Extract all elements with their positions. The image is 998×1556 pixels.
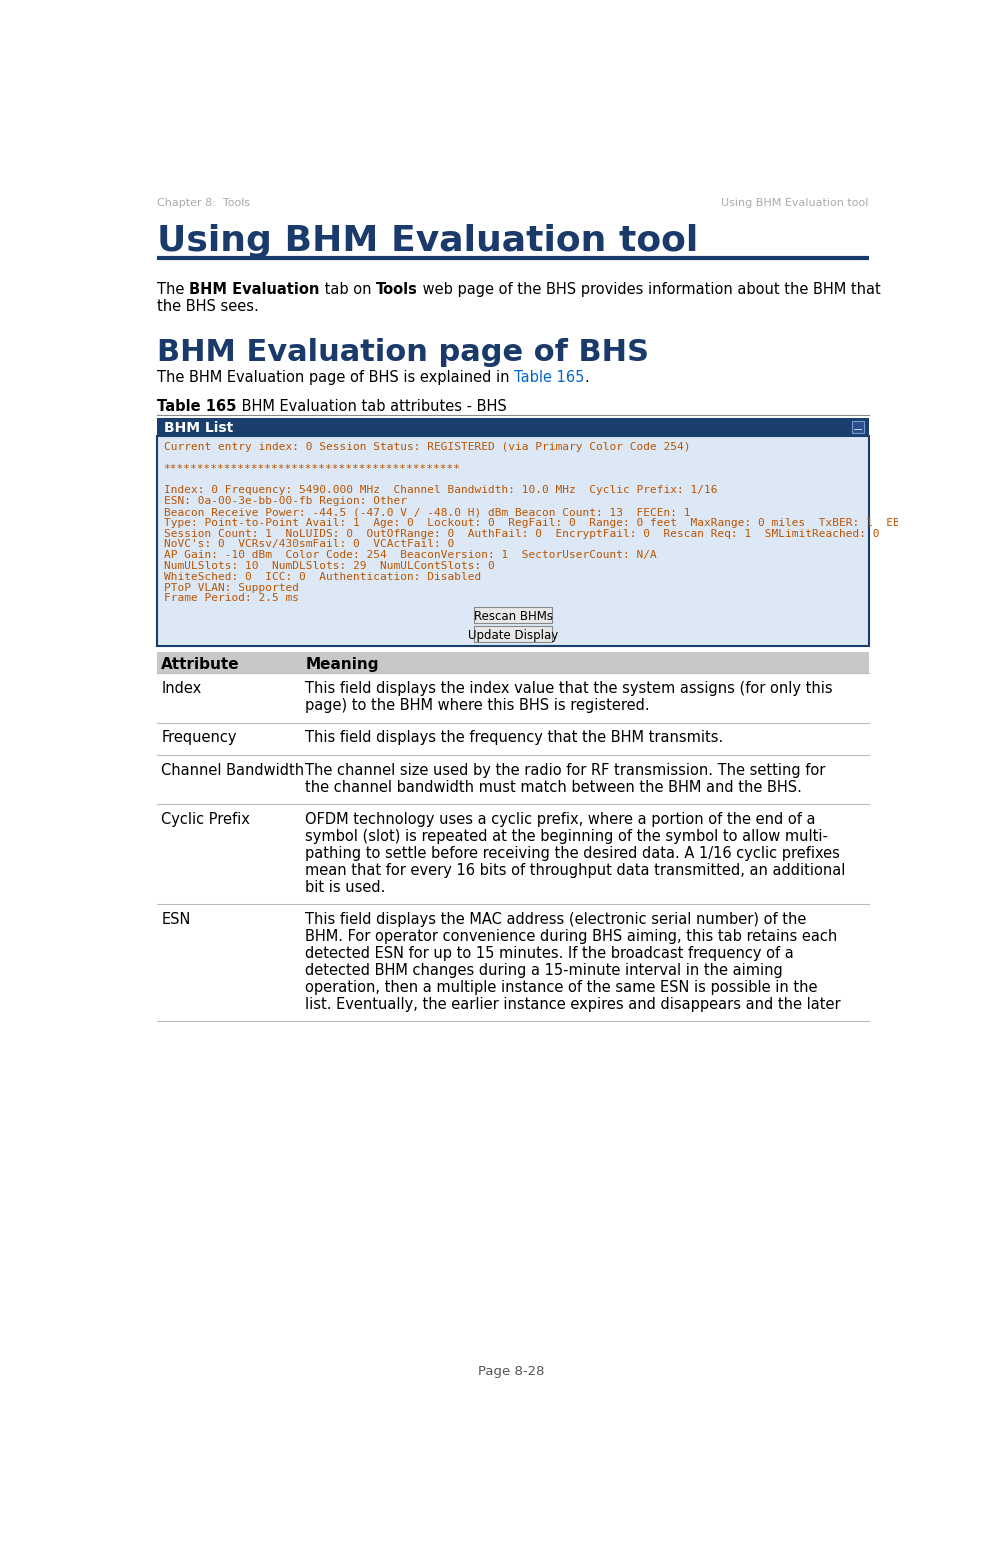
Text: web page of the BHS provides information about the BHM that: web page of the BHS provides information… <box>418 282 880 297</box>
Text: the BHS sees.: the BHS sees. <box>158 299 259 314</box>
Text: Rescan BHMs: Rescan BHMs <box>473 610 553 624</box>
Text: Index: 0 Frequency: 5490.000 MHz  Channel Bandwidth: 10.0 MHz  Cyclic Prefix: 1/: Index: 0 Frequency: 5490.000 MHz Channel… <box>164 485 717 495</box>
Text: AP Gain: -10 dBm  Color Code: 254  BeaconVersion: 1  SectorUserCount: N/A: AP Gain: -10 dBm Color Code: 254 BeaconV… <box>164 551 657 560</box>
Text: the channel bandwidth must match between the BHM and the BHS.: the channel bandwidth must match between… <box>305 780 802 795</box>
Text: PToP VLAN: Supported: PToP VLAN: Supported <box>164 582 298 593</box>
Text: Page 8-28: Page 8-28 <box>478 1365 545 1377</box>
Text: detected ESN for up to 15 minutes. If the broadcast frequency of a: detected ESN for up to 15 minutes. If th… <box>305 946 794 962</box>
Text: —: — <box>853 425 862 434</box>
Text: ESN: ESN <box>161 912 191 927</box>
Text: WhiteSched: 0  ICC: 0  Authentication: Disabled: WhiteSched: 0 ICC: 0 Authentication: Dis… <box>164 571 481 582</box>
Text: list. Eventually, the earlier instance expires and disappears and the later: list. Eventually, the earlier instance e… <box>305 997 841 1011</box>
Text: The channel size used by the radio for RF transmission. The setting for: The channel size used by the radio for R… <box>305 762 825 778</box>
Text: The: The <box>158 282 190 297</box>
Text: Meaning: Meaning <box>305 657 379 672</box>
Text: Attribute: Attribute <box>161 657 240 672</box>
Text: Frequency: Frequency <box>161 730 237 745</box>
Text: .: . <box>585 370 590 384</box>
Text: Session Count: 1  NoLUIDS: 0  OutOfRange: 0  AuthFail: 0  EncryptFail: 0  Rescan: Session Count: 1 NoLUIDS: 0 OutOfRange: … <box>164 529 879 538</box>
Text: BHM List: BHM List <box>164 420 233 434</box>
Text: detected BHM changes during a 15-minute interval in the aiming: detected BHM changes during a 15-minute … <box>305 963 783 977</box>
Bar <box>851 420 864 433</box>
Text: Table 165: Table 165 <box>158 400 237 414</box>
Text: NumULSlots: 10  NumDLSlots: 29  NumULContSlots: 0: NumULSlots: 10 NumDLSlots: 29 NumULContS… <box>164 562 494 571</box>
Text: Using BHM Evaluation tool: Using BHM Evaluation tool <box>158 224 699 258</box>
Text: This field displays the index value that the system assigns (for only this: This field displays the index value that… <box>305 682 833 696</box>
Text: OFDM technology uses a cyclic prefix, where a portion of the end of a: OFDM technology uses a cyclic prefix, wh… <box>305 812 815 826</box>
Text: Cyclic Prefix: Cyclic Prefix <box>161 812 250 826</box>
Bar <box>158 652 868 674</box>
Text: BHM Evaluation tab attributes - BHS: BHM Evaluation tab attributes - BHS <box>237 400 506 414</box>
Text: Beacon Receive Power: -44.5 (-47.0 V / -48.0 H) dBm Beacon Count: 13  FECEn: 1: Beacon Receive Power: -44.5 (-47.0 V / -… <box>164 507 690 517</box>
Text: bit is used.: bit is used. <box>305 879 385 895</box>
Text: Current entry index: 0 Session Status: REGISTERED (via Primary Color Code 254): Current entry index: 0 Session Status: R… <box>164 442 690 453</box>
Bar <box>158 417 868 436</box>
Text: BHM. For operator convenience during BHS aiming, this tab retains each: BHM. For operator convenience during BHS… <box>305 929 837 944</box>
Text: pathing to settle before receiving the desired data. A 1/16 cyclic prefixes: pathing to settle before receiving the d… <box>305 846 840 860</box>
Text: mean that for every 16 bits of throughput data transmitted, an additional: mean that for every 16 bits of throughpu… <box>305 862 845 878</box>
Text: The BHM Evaluation page of BHS is explained in: The BHM Evaluation page of BHS is explai… <box>158 370 514 384</box>
Text: Tools: Tools <box>376 282 418 297</box>
Text: operation, then a multiple instance of the same ESN is possible in the: operation, then a multiple instance of t… <box>305 980 817 994</box>
Text: Type: Point-to-Point Avail: 1  Age: 0  Lockout: 0  RegFail: 0  Range: 0 feet  Ma: Type: Point-to-Point Avail: 1 Age: 0 Loc… <box>164 518 946 527</box>
Bar <box>474 607 552 622</box>
Text: Using BHM Evaluation tool: Using BHM Evaluation tool <box>722 198 868 209</box>
Text: BHM Evaluation: BHM Evaluation <box>190 282 319 297</box>
Text: NoVC's: 0  VCRsv/430smFail: 0  VCActFail: 0: NoVC's: 0 VCRsv/430smFail: 0 VCActFail: … <box>164 540 454 549</box>
Text: ********************************************: ****************************************… <box>164 464 460 475</box>
Text: This field displays the MAC address (electronic serial number) of the: This field displays the MAC address (ele… <box>305 912 806 927</box>
Text: Frame Period: 2.5 ms: Frame Period: 2.5 ms <box>164 593 298 604</box>
Text: page) to the BHM where this BHS is registered.: page) to the BHM where this BHS is regis… <box>305 699 650 713</box>
Text: ESN: 0a-00-3e-bb-00-fb Region: Other: ESN: 0a-00-3e-bb-00-fb Region: Other <box>164 496 406 506</box>
Bar <box>474 627 552 641</box>
Bar <box>158 436 868 646</box>
Text: symbol (slot) is repeated at the beginning of the symbol to allow multi-: symbol (slot) is repeated at the beginni… <box>305 829 828 843</box>
Text: Index: Index <box>161 682 202 696</box>
Text: Chapter 8:  Tools: Chapter 8: Tools <box>158 198 250 209</box>
Text: BHM Evaluation page of BHS: BHM Evaluation page of BHS <box>158 338 650 367</box>
Text: tab on: tab on <box>319 282 376 297</box>
Text: Table 165: Table 165 <box>514 370 585 384</box>
Text: This field displays the frequency that the BHM transmits.: This field displays the frequency that t… <box>305 730 724 745</box>
Text: Update Display: Update Display <box>468 630 558 643</box>
Text: Channel Bandwidth: Channel Bandwidth <box>161 762 304 778</box>
